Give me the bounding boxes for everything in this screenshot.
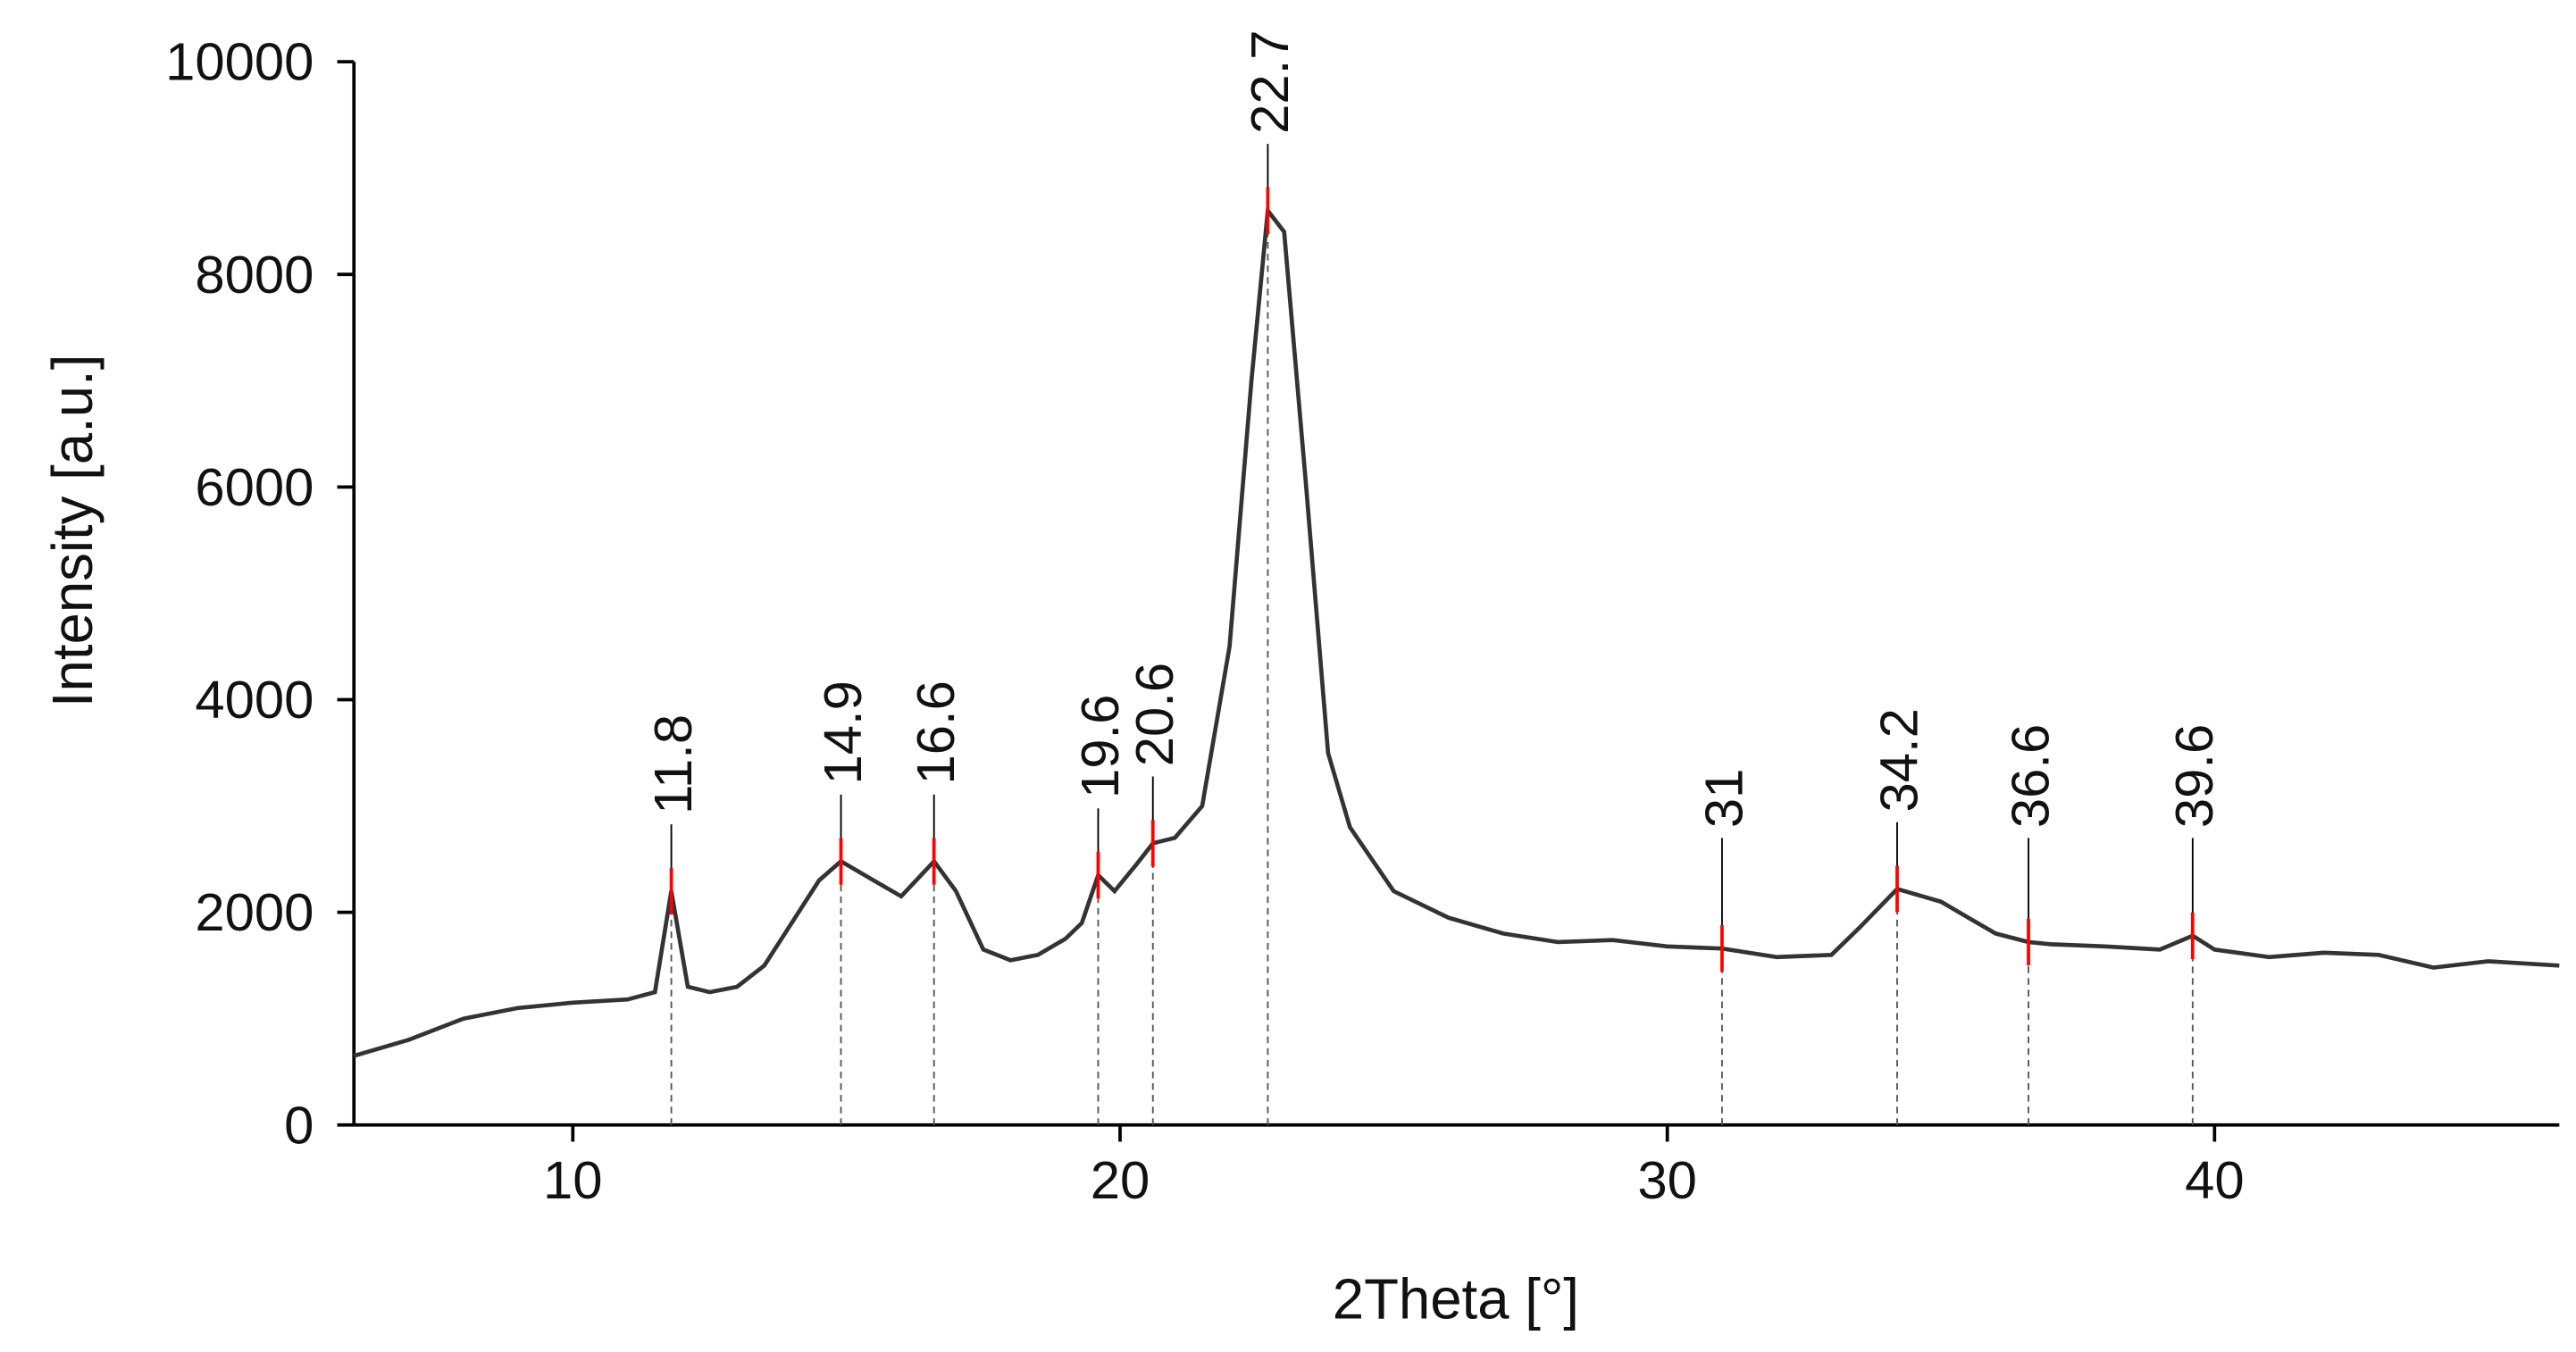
y-tick-label: 2000 xyxy=(195,882,314,942)
peak-label: 20.6 xyxy=(1125,663,1184,766)
x-tick-label: 40 xyxy=(2185,1150,2245,1210)
peak-label: 14.9 xyxy=(813,680,873,784)
y-tick-label: 10000 xyxy=(165,32,314,92)
peak-label: 39.6 xyxy=(2164,724,2224,828)
peak-label: 36.6 xyxy=(2000,724,2060,828)
peak-label: 22.7 xyxy=(1240,29,1300,133)
x-tick-label: 10 xyxy=(543,1150,603,1210)
peak-label: 34.2 xyxy=(1869,708,1928,812)
y-tick-label: 4000 xyxy=(195,670,314,730)
y-tick-label: 8000 xyxy=(195,245,314,305)
y-axis-label: Intensity [a.u.] xyxy=(41,355,105,708)
peak-label: 19.6 xyxy=(1070,695,1130,798)
data-line xyxy=(353,204,2560,1058)
x-axis-label: 2Theta [°] xyxy=(1333,1268,1579,1331)
x-tick-label: 20 xyxy=(1091,1150,1150,1210)
peak-label: 16.6 xyxy=(906,680,966,784)
y-tick-label: 6000 xyxy=(195,457,314,517)
y-tick-label: 0 xyxy=(284,1095,314,1155)
peak-label: 11.8 xyxy=(643,714,703,814)
x-tick-label: 30 xyxy=(1637,1150,1697,1210)
peak-label: 31 xyxy=(1694,769,1753,829)
